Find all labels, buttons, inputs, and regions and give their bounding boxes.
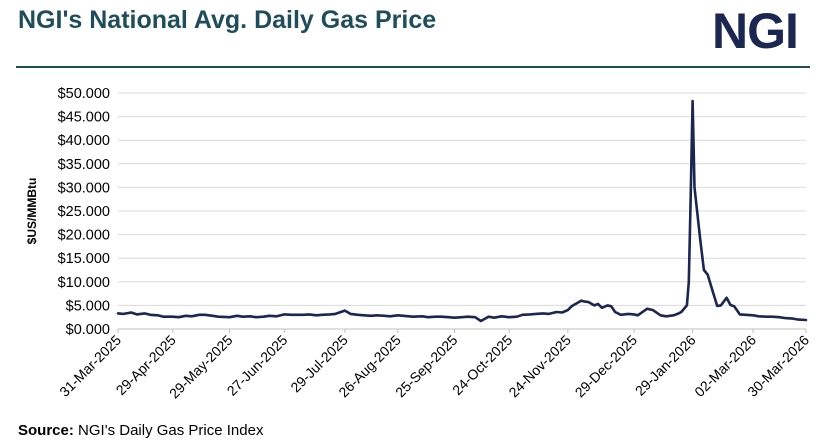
gridlines	[118, 92, 806, 306]
y-tick-label: $35.000	[58, 157, 110, 173]
y-tick-label: $40.000	[58, 133, 110, 149]
chart-title: NGI's National Avg. Daily Gas Price	[18, 6, 437, 34]
price-series-line	[116, 99, 808, 323]
y-tick-label: $0.000	[66, 322, 110, 338]
y-tick-label: $50.000	[58, 86, 110, 102]
y-tick-label: $25.000	[58, 204, 110, 220]
ngi-logo: NGI	[712, 3, 799, 59]
y-tick-label: $15.000	[58, 251, 110, 267]
y-axis-ticks: $0.000 $5.000 $10.000 $15.000 $20.000 $25.000…	[58, 86, 110, 338]
x-tick-label: 24-Nov-2025	[505, 332, 574, 401]
y-tick-label: $20.000	[58, 228, 110, 244]
y-tick-label: $30.000	[58, 180, 110, 196]
source-note: Source: NGI's Daily Gas Price Index	[18, 422, 263, 439]
y-axis-label: $US/MMBtu	[25, 178, 39, 245]
header-divider	[16, 66, 810, 68]
y-tick-label: $45.000	[58, 110, 110, 126]
y-tick-label: $5.000	[66, 298, 110, 314]
x-axis-ticks: 31-Mar-202529-Apr-202529-May-202527-Jun-…	[56, 329, 812, 401]
source-label: Source:	[18, 422, 74, 439]
source-text: NGI's Daily Gas Price Index	[78, 422, 264, 439]
x-tick-label: 29-Jan-2026	[632, 332, 699, 399]
x-tick-label: 29-Dec-2025	[572, 332, 641, 401]
y-tick-label: $10.000	[58, 275, 110, 291]
